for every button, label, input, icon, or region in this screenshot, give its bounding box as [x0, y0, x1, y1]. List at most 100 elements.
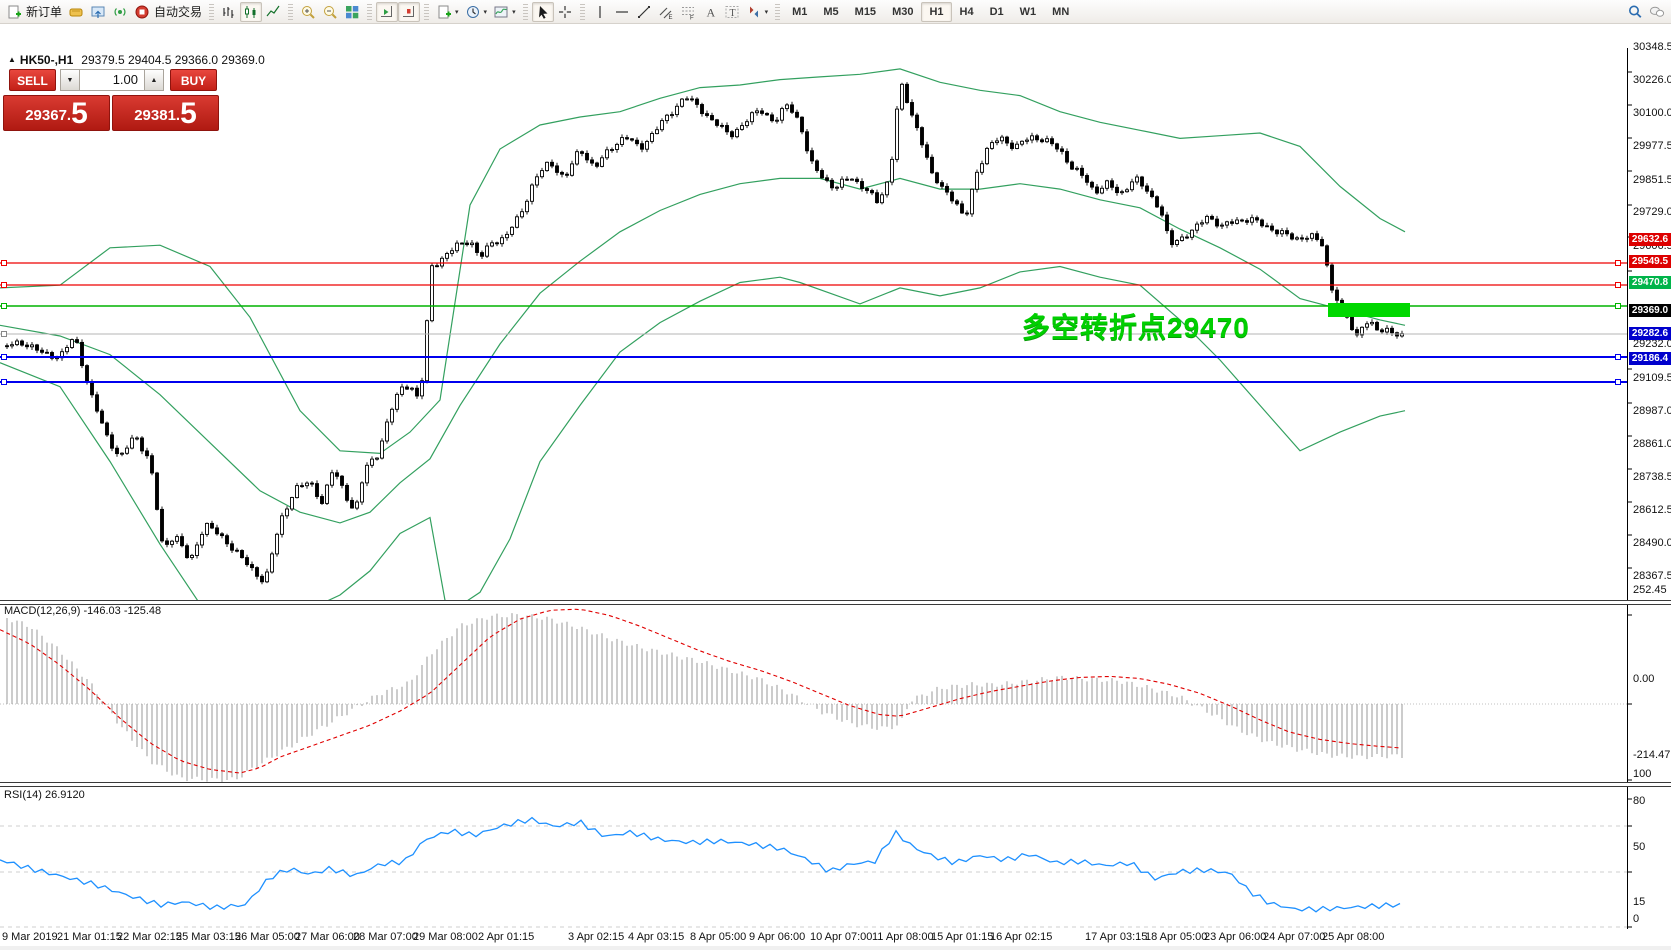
- templates-caret-icon[interactable]: ▾: [512, 8, 516, 16]
- tf-h4-button[interactable]: H4: [959, 5, 974, 18]
- toolbar-grip: [288, 3, 294, 20]
- periods-caret-icon[interactable]: ▾: [483, 8, 488, 16]
- chart-bars-button[interactable]: [218, 2, 240, 22]
- tf-w1-button[interactable]: W1: [1019, 5, 1037, 18]
- buy-button[interactable]: BUY: [170, 69, 217, 91]
- ohlc-values: 29379.5 29404.5 29366.0 29369.0: [81, 53, 265, 67]
- arrows-button[interactable]: ▾: [743, 2, 772, 22]
- tile-icon: [344, 4, 360, 20]
- tf-m15-button[interactable]: M15: [854, 5, 877, 18]
- volume-increase-button[interactable]: ▲: [144, 69, 164, 91]
- tf-m1-button[interactable]: M1: [792, 5, 808, 18]
- arrows-caret-icon[interactable]: ▾: [764, 8, 769, 16]
- macd-indicator-label: MACD(12,26,9) -146.03 -125.48: [4, 605, 162, 617]
- time-axis-label: 25 Apr 08:00: [1322, 931, 1385, 943]
- chat-button[interactable]: [1646, 2, 1668, 22]
- candles-icon: [243, 4, 259, 20]
- time-axis-label: 9 Mar 2019: [2, 931, 58, 943]
- tf-mn-button[interactable]: MN: [1052, 5, 1070, 18]
- crosshair-icon: [557, 4, 573, 20]
- rsi-indicator-label: RSI(14) 26.9120: [4, 789, 85, 801]
- gold-book-icon: [68, 4, 84, 20]
- search-button[interactable]: [1624, 2, 1646, 22]
- fibonacci-button[interactable]: F: [677, 2, 699, 22]
- chart-canvas[interactable]: ▲ HK50-,H1 29379.5 29404.5 29366.0 29369.0…: [0, 24, 1671, 950]
- time-axis-label: 2 Apr 01:15: [478, 931, 535, 943]
- cursor-button[interactable]: [531, 1, 554, 22]
- linechart-icon: [265, 4, 281, 20]
- toolbar-grip: [209, 3, 215, 20]
- time-axis-label: 21 Mar 01:15: [57, 931, 122, 943]
- vline-icon: [592, 4, 608, 20]
- market-watch-button[interactable]: [65, 2, 87, 22]
- text-button[interactable]: A: [699, 2, 721, 22]
- doc-plus-icon: [6, 4, 22, 20]
- macd-panel-separator[interactable]: [0, 600, 1671, 605]
- symbol-title: HK50-,H1: [19, 53, 74, 67]
- tf-d1-button[interactable]: D1: [989, 5, 1004, 18]
- trendline-icon: [636, 4, 652, 20]
- new-order-label: 新订单: [26, 5, 63, 19]
- time-axis[interactable]: 9 Mar 2019 21 Mar 01:15 22 Mar 02:15 25 Mar…: [0, 929, 1671, 946]
- publish-chart-button[interactable]: [87, 2, 109, 22]
- template-icon: [493, 4, 509, 20]
- auto-scroll-button[interactable]: [376, 1, 399, 22]
- vertical-line-button[interactable]: [589, 2, 611, 22]
- tf-m30-button[interactable]: M30: [892, 5, 914, 18]
- upload-chart-icon: [90, 4, 106, 20]
- zoom-out-icon: [322, 4, 338, 20]
- indicators-button[interactable]: ▾: [433, 2, 462, 22]
- search-icon: [1627, 4, 1643, 20]
- zoom-in-button[interactable]: [297, 2, 319, 22]
- time-axis-label: 17 Apr 03:15: [1085, 931, 1148, 943]
- time-axis-label: 4 Apr 03:15: [628, 931, 685, 943]
- toolbar-right-group: [1624, 2, 1668, 22]
- pivot-annotation-text: 多空转折点29470: [1022, 312, 1250, 343]
- rsi-panel-separator[interactable]: [0, 782, 1671, 787]
- svg-text:E: E: [668, 15, 672, 20]
- time-axis-label: 8 Apr 05:00: [690, 931, 747, 943]
- toolbar-grip: [579, 3, 585, 20]
- tf-h1-button[interactable]: H1: [921, 1, 952, 22]
- sell-button[interactable]: SELL: [9, 69, 56, 91]
- chart-line-button[interactable]: [262, 2, 284, 22]
- buy-price-main: 29381.: [134, 107, 181, 124]
- chart-shift-button[interactable]: [398, 1, 421, 22]
- chartshift-icon: [401, 4, 417, 20]
- zoom-out-button[interactable]: [319, 2, 341, 22]
- chat-icon: [1649, 4, 1665, 20]
- time-axis-label: 15 Apr 01:15: [931, 931, 994, 943]
- auto-trading-button[interactable]: 自动交易: [131, 2, 205, 22]
- tile-windows-button[interactable]: [341, 2, 363, 22]
- zoom-in-icon: [300, 4, 316, 20]
- buy-price-button[interactable]: 29381. 5: [112, 95, 219, 131]
- autotrade-icon: [134, 4, 150, 20]
- equidistant-channel-button[interactable]: E: [655, 2, 677, 22]
- indicators-caret-icon[interactable]: ▾: [455, 8, 459, 16]
- trendline-button[interactable]: [633, 2, 655, 22]
- sell-price-button[interactable]: 29367. 5: [3, 95, 110, 131]
- tf-m5-button[interactable]: M5: [823, 5, 839, 18]
- svg-text:A: A: [706, 5, 715, 19]
- time-axis-label: 3 Apr 02:15: [568, 931, 625, 943]
- main-toolbar: 新订单 自动交易 ▾ ▾ ▾ E F A T ▾ M1 M5 M15 M30 H1 H4 D1 W1 MN: [0, 0, 1671, 24]
- horizontal-line-button[interactable]: [611, 2, 633, 22]
- collapse-panel-icon[interactable]: ▲: [8, 55, 16, 64]
- chart-candles-button[interactable]: [240, 1, 263, 22]
- time-axis-label: 26 Mar 05:00: [235, 931, 300, 943]
- text-label-button[interactable]: T: [721, 2, 743, 22]
- svg-text:T: T: [729, 8, 735, 19]
- text-a-icon: A: [702, 4, 718, 20]
- new-order-button[interactable]: 新订单: [3, 2, 65, 22]
- crosshair-button[interactable]: [554, 2, 576, 22]
- hline-icon: [614, 4, 630, 20]
- volume-input[interactable]: 1.00: [80, 69, 144, 91]
- clock-icon: [465, 4, 481, 20]
- label-t-icon: T: [724, 4, 740, 20]
- volume-decrease-button[interactable]: ▼: [60, 69, 80, 91]
- signals-button[interactable]: [109, 2, 131, 22]
- periods-button[interactable]: ▾: [462, 2, 491, 22]
- templates-button[interactable]: ▾: [490, 2, 519, 22]
- one-click-trading-panel: SELL ▼ 1.00 ▲ BUY 29367. 5 29381. 5: [3, 68, 219, 132]
